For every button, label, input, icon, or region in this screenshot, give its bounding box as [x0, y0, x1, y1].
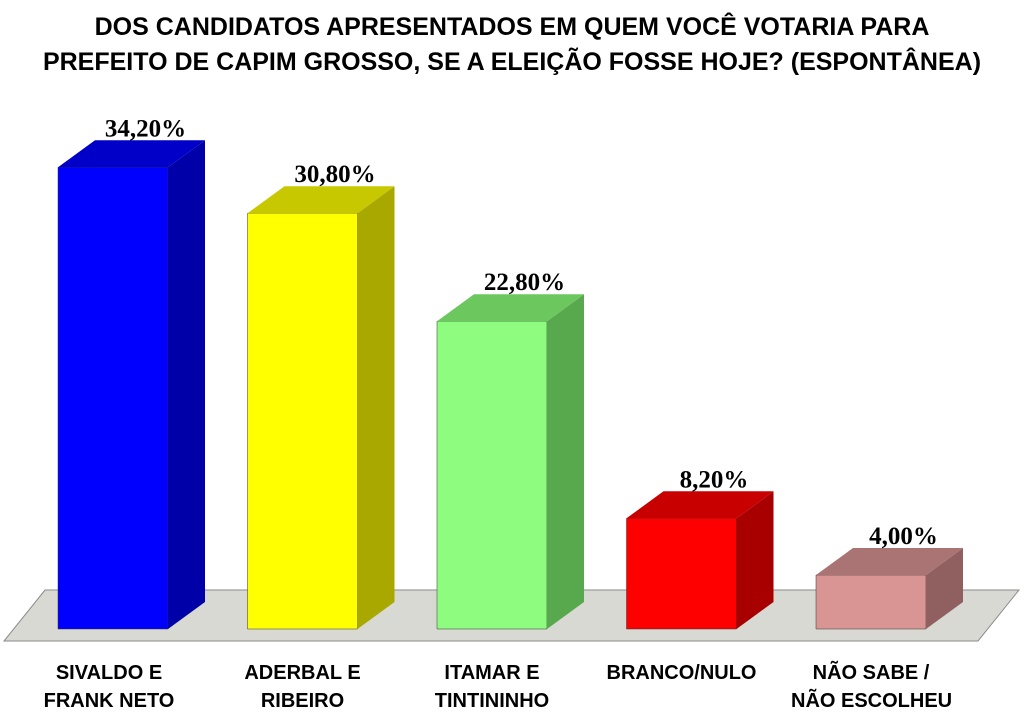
- bar-top: [816, 548, 963, 575]
- bar-5: [815, 548, 963, 630]
- category-label-line: TINTININHO: [434, 690, 550, 712]
- category-label-line: NÃO ESCOLHEU: [791, 690, 953, 712]
- data-label: 4,00%: [869, 523, 938, 550]
- bar-front: [815, 574, 927, 630]
- bar-side: [547, 294, 584, 629]
- bar-front: [626, 518, 737, 630]
- category-label-line: SIVALDO E: [55, 662, 163, 684]
- bar-side: [357, 186, 395, 629]
- data-label: 8,20%: [680, 466, 749, 493]
- category-label: ADERBAL E RIBEIRO: [223, 659, 383, 715]
- category-label-line: FRANK NETO: [43, 690, 175, 712]
- bar-top: [626, 491, 774, 519]
- data-label: 30,80%: [294, 161, 375, 188]
- category-label-line: ITAMAR E: [444, 662, 540, 684]
- chart-title-line-1: DOS CANDIDATOS APRESENTADOS EM QUEM VOCÊ…: [94, 13, 930, 41]
- category-label: BRANCO/NULO: [602, 659, 762, 687]
- category-label-line: NÃO SABE /: [812, 662, 930, 684]
- data-label: 34,20%: [105, 115, 186, 142]
- bar-top: [247, 186, 395, 214]
- bar-side: [168, 140, 205, 630]
- category-label: ITAMAR E TINTININHO: [412, 659, 572, 715]
- bar-front: [57, 167, 169, 630]
- category-label: NÃO SABE / NÃO ESCOLHEU: [791, 659, 953, 715]
- chart-title-line-2: PREFEITO DE CAPIM GROSSO, SE A ELEIÇÃO F…: [42, 48, 982, 76]
- category-label-line: BRANCO/NULO: [606, 662, 757, 684]
- category-label: SIVALDO E FRANK NETO: [29, 659, 189, 715]
- chart-title: DOS CANDIDATOS APRESENTADOS EM QUEM VOCÊ…: [0, 10, 1024, 80]
- bar-4: [626, 491, 774, 630]
- bar-3: [436, 294, 584, 630]
- bar-side: [736, 491, 774, 629]
- bar-front: [436, 320, 548, 630]
- bar-front: [247, 212, 358, 630]
- bar-1: [57, 140, 205, 630]
- data-label: 22,80%: [484, 269, 565, 296]
- category-label-line: RIBEIRO: [260, 690, 345, 712]
- bar-top: [437, 294, 584, 322]
- bar-top: [58, 140, 205, 168]
- category-label-line: ADERBAL E: [244, 662, 361, 684]
- bar-2: [247, 186, 395, 630]
